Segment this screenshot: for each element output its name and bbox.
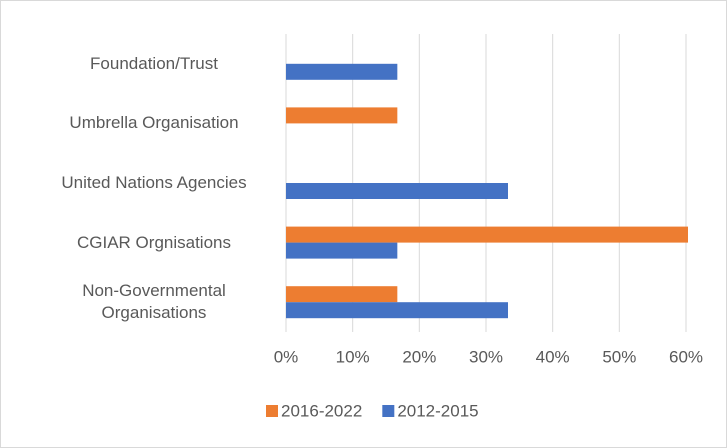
legend-label: 2012-2015 xyxy=(397,401,478,420)
x-tick-label: 30% xyxy=(469,347,503,366)
bar xyxy=(286,242,398,259)
legend-label: 2016-2022 xyxy=(281,401,362,420)
bar xyxy=(286,286,398,303)
bar xyxy=(286,302,508,319)
bar xyxy=(286,63,398,80)
legend-swatch xyxy=(382,405,395,417)
x-tick-label: 50% xyxy=(602,347,636,366)
legend-swatch xyxy=(266,405,278,417)
y-tick-label: Non-Governmental Organisations xyxy=(82,281,226,323)
bar xyxy=(286,107,398,124)
bar xyxy=(286,226,688,243)
y-tick-label: United Nations Agencies xyxy=(61,173,247,192)
y-tick-label: Umbrella Organisation xyxy=(69,113,239,133)
y-tick-label: Foundation/Trust xyxy=(90,53,218,73)
x-tick-label: 40% xyxy=(536,347,570,366)
x-tick-label: 0% xyxy=(274,347,299,366)
x-tick-label: 20% xyxy=(402,347,436,366)
x-tick-label: 60% xyxy=(669,347,703,366)
bar xyxy=(286,183,508,199)
y-tick-label: CGIAR Orgnisations xyxy=(77,232,231,252)
x-tick-label: 10% xyxy=(336,347,370,366)
